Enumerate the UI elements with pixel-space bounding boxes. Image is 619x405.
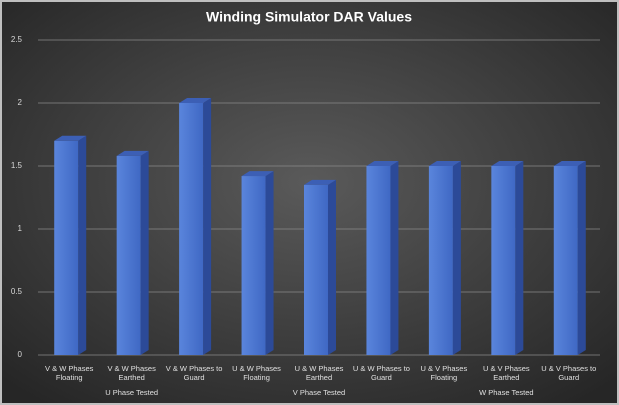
bar-side [390,161,399,355]
y-tick-label: 2 [18,98,23,107]
group-label: U Phase Tested [105,388,159,397]
y-tick-label: 1 [18,224,23,233]
x-tick-label: U & W Phases to Guard [352,364,410,382]
bar-side [452,161,461,355]
x-tick-label: U & W Phases Floating [232,364,281,382]
bar [491,166,516,355]
bar [428,166,453,355]
bar [553,166,578,355]
x-tick-label: U & V Phases Floating [420,364,468,382]
x-tick-label: U & W Phases Earthed [294,364,344,382]
x-tick-label: V & W Phases to Guard [165,364,223,382]
bar-top [553,161,586,166]
x-tick-label: U & V Phases Earthed [482,364,530,382]
bar-side [328,179,336,355]
group-label: W Phase Tested [479,388,534,397]
bar-top [491,161,524,166]
bar-top [366,161,399,166]
bar-top [116,150,149,156]
x-tick-label: U & V Phases to Guard [541,364,597,382]
bar-top [428,161,461,166]
x-tick-label: V & W Phases Floating [45,364,94,382]
bar-top [179,98,212,103]
y-tick-label: 0 [18,350,23,359]
bar [366,166,391,355]
group-label: V Phase Tested [292,388,346,397]
y-tick-label: 0.5 [11,287,23,296]
y-tick-label: 2.5 [11,35,23,44]
y-tick-label: 1.5 [11,161,23,170]
chart-title: Winding Simulator DAR Values [206,9,412,25]
bar [304,184,328,355]
bar-side [265,171,274,355]
bar-side [577,161,586,355]
x-tick-label: V & W Phases Earthed [107,364,156,382]
bar-side [515,161,524,355]
bar-top [304,179,336,185]
bar-side [140,150,149,355]
bar-top [241,171,274,177]
bar [116,155,141,355]
bar-side [203,98,212,355]
bar-side [78,135,87,355]
bar [54,140,79,355]
bar [179,103,204,355]
bar-top [54,135,87,141]
bar [241,176,266,355]
